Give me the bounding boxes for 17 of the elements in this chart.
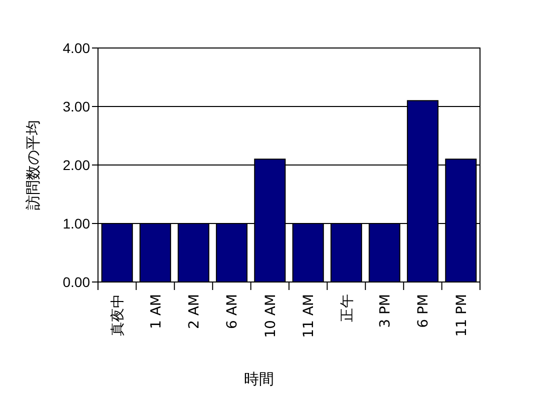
- x-tick-label: 3 PM: [378, 294, 394, 328]
- x-tick-label: 11 AM: [301, 294, 318, 338]
- x-tick-label: 11 PM: [454, 294, 470, 337]
- x-tick-label: 正午: [339, 294, 356, 322]
- x-tick-label: 10 AM: [262, 294, 279, 338]
- y-axis-title: 訪問数の平均: [24, 120, 42, 210]
- x-tick-label: 2 AM: [186, 294, 202, 330]
- x-tick-label: 1 AM: [148, 294, 164, 330]
- x-tick-label: 6 AM: [224, 294, 241, 330]
- y-tick-label: 3.00: [62, 98, 90, 114]
- y-tick-label: 4.00: [62, 40, 90, 56]
- y-tick-label: 0.00: [62, 274, 90, 290]
- x-tick-label: 6 PM: [416, 294, 432, 328]
- y-tick-label: 1.00: [62, 216, 90, 232]
- x-axis-title: 時間: [244, 370, 274, 388]
- x-tick-label: 真夜中: [110, 294, 126, 336]
- y-tick-label: 2.00: [62, 157, 90, 173]
